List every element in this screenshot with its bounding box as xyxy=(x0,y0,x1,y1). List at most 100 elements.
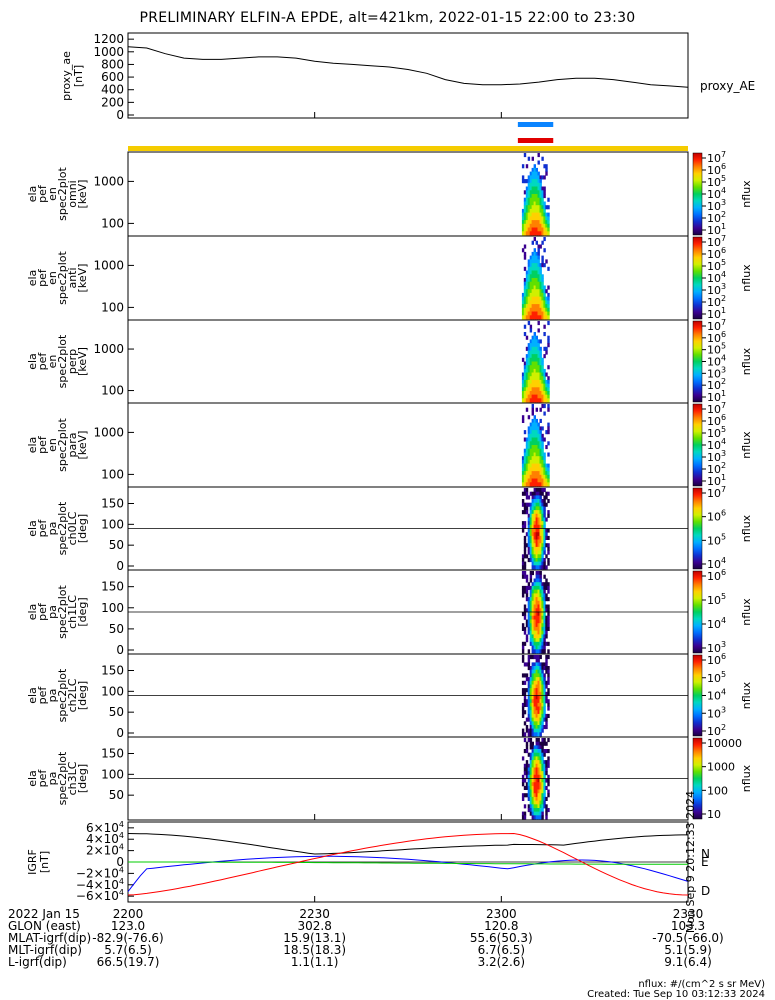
heatmap-cell xyxy=(533,626,536,631)
heatmap-cell xyxy=(533,524,536,529)
heatmap-cell xyxy=(533,669,536,674)
heatmap-ylabel-ch2LC: spec2plot xyxy=(56,668,69,722)
heatmap-cell xyxy=(541,760,544,765)
colorbar-tick-label: 104 xyxy=(707,186,726,201)
heatmap-cell xyxy=(543,677,546,682)
heatmap-cell xyxy=(537,281,540,286)
heatmap-cell xyxy=(531,634,534,639)
heatmap-cell xyxy=(537,699,540,704)
heatmap-cell xyxy=(523,546,527,551)
heatmap-ylabel-ch0LC: pa xyxy=(46,522,59,536)
heatmap-cell xyxy=(529,467,533,472)
heatmap-cell xyxy=(537,365,540,370)
heatmap-cell xyxy=(539,673,542,678)
heatmap-ytick-label: 100 xyxy=(101,384,124,398)
heatmap-cell xyxy=(523,550,527,555)
heatmap-cell xyxy=(541,600,544,605)
heatmap-cell xyxy=(535,502,538,507)
heatmap-cell xyxy=(531,186,534,191)
heatmap-cell xyxy=(521,815,525,820)
heatmap-cell xyxy=(541,255,544,260)
heatmap-cell xyxy=(545,474,548,479)
heatmap-cell xyxy=(539,296,542,301)
heatmap-cell xyxy=(547,528,550,533)
heatmap-cell xyxy=(543,666,546,671)
heatmap-cell xyxy=(521,179,525,184)
heatmap-cell xyxy=(535,263,538,268)
heatmap-cell xyxy=(529,721,533,726)
heatmap-ylabel-ch0LC: ch0LC xyxy=(66,511,79,545)
heatmap-cell xyxy=(521,212,525,217)
heatmap-cell xyxy=(535,543,538,548)
heatmap-cell xyxy=(541,212,544,217)
heatmap-cell xyxy=(541,796,544,801)
heatmap-cell xyxy=(539,488,542,493)
heatmap-cell xyxy=(529,339,533,344)
heatmap-cell xyxy=(535,186,538,191)
heatmap-cell xyxy=(537,655,540,660)
heatmap-cell xyxy=(539,752,542,757)
heatmap-cell xyxy=(533,619,536,624)
heatmap-cell xyxy=(545,478,548,483)
ephemeris-value: 18.5(18.3) xyxy=(283,943,347,957)
heatmap-cell xyxy=(529,669,533,674)
heatmap-cell xyxy=(525,179,529,184)
heatmap-cell xyxy=(541,589,544,594)
heatmap-cell xyxy=(543,411,546,416)
heatmap-cell xyxy=(531,717,534,722)
heatmap-cell xyxy=(541,300,544,305)
heatmap-cell xyxy=(533,517,536,522)
heatmap-cell xyxy=(547,307,550,312)
heatmap-cell xyxy=(543,474,546,479)
heatmap-cell xyxy=(533,713,536,718)
heatmap-cell xyxy=(531,641,534,646)
heatmap-cell xyxy=(529,208,533,213)
heatmap-cell xyxy=(527,732,531,737)
heatmap-cell xyxy=(543,561,546,566)
heatmap-cell xyxy=(547,463,550,468)
heatmap-cell xyxy=(531,804,534,809)
heatmap-cell xyxy=(533,227,536,232)
heatmap-cell xyxy=(525,688,529,693)
heatmap-cell xyxy=(531,361,534,366)
heatmap-cell xyxy=(535,513,538,518)
heatmap-cell xyxy=(529,688,533,693)
heatmap-cell xyxy=(525,361,529,366)
colorbar-tick-label: 105 xyxy=(707,425,726,440)
heatmap-cell xyxy=(539,372,542,377)
heatmap-cell xyxy=(525,372,529,377)
heatmap-cell xyxy=(543,741,546,746)
heatmap-cell xyxy=(533,630,536,635)
heatmap-cell xyxy=(541,793,544,798)
igrf-d-line xyxy=(127,832,689,896)
heatmap-cell xyxy=(533,391,536,396)
heatmap-cell xyxy=(547,292,550,297)
heatmap-cell xyxy=(535,634,538,639)
heatmap-cell xyxy=(531,756,534,761)
heatmap-cell xyxy=(543,524,546,529)
heatmap-cell xyxy=(547,478,550,483)
heatmap-cell xyxy=(531,521,534,526)
heatmap-cell xyxy=(529,510,533,515)
heatmap-ylabel-omni: spec2plot xyxy=(56,167,69,221)
heatmap-cell xyxy=(533,539,536,544)
heatmap-cell xyxy=(525,296,529,301)
heatmap-cell xyxy=(535,289,538,294)
heatmap-cell xyxy=(539,426,542,431)
heatmap-cell xyxy=(523,510,527,515)
heatmap-cell xyxy=(533,604,536,609)
heatmap-cell xyxy=(521,574,525,579)
footer-units: nflux: #/(cm^2 s sr MeV) xyxy=(638,979,765,990)
heatmap-cell xyxy=(521,216,525,221)
heatmap-cell xyxy=(531,554,534,559)
heatmap-cell xyxy=(539,231,542,236)
heatmap-ylabel-ch2LC: [deg] xyxy=(76,681,89,710)
heatmap-cell xyxy=(527,357,531,362)
heatmap-cell xyxy=(543,641,546,646)
heatmap-cell xyxy=(529,717,533,722)
heatmap-cell xyxy=(531,281,534,286)
heatmap-cell xyxy=(529,452,533,457)
heatmap-cell xyxy=(539,550,542,555)
heatmap-cell xyxy=(537,292,540,297)
heatmap-cell xyxy=(543,372,546,377)
